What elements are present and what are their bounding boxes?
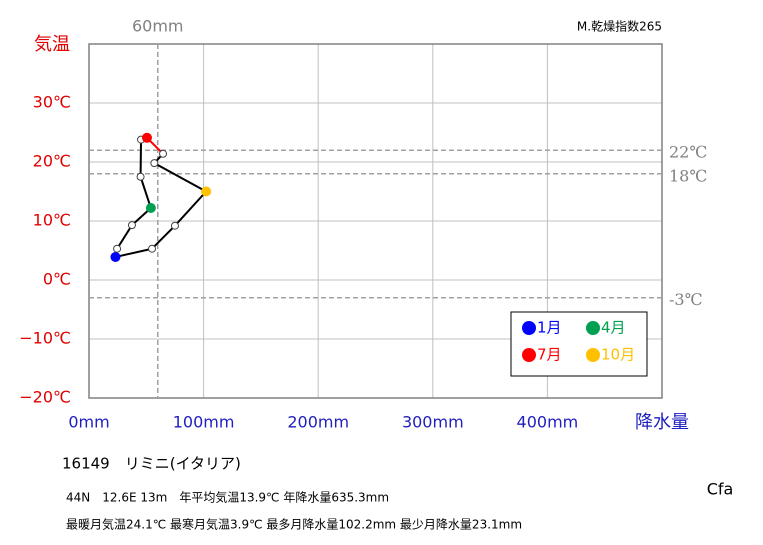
y-tick-label: −20℃ bbox=[19, 388, 71, 407]
month-point bbox=[113, 244, 122, 253]
climate-segment bbox=[139, 176, 152, 209]
month-point bbox=[110, 251, 121, 262]
legend-label: 1月 bbox=[537, 319, 562, 337]
x-tick-label: 400mm bbox=[517, 413, 579, 432]
legend-marker bbox=[586, 348, 600, 362]
month-point bbox=[201, 186, 212, 197]
reference-label: 22℃ bbox=[669, 143, 707, 162]
y-axis-label: 気温 bbox=[34, 34, 70, 55]
month-point bbox=[141, 132, 152, 143]
y-tick-label: 20℃ bbox=[33, 152, 71, 171]
month-point bbox=[145, 203, 156, 214]
x-tick-label: 0mm bbox=[68, 413, 109, 432]
y-tick-label: 0℃ bbox=[43, 270, 71, 289]
legend-marker bbox=[522, 321, 536, 335]
climate-class: Cfa bbox=[707, 480, 734, 499]
legend-label: 10月 bbox=[601, 346, 635, 364]
month-point bbox=[127, 221, 136, 230]
dryness-index: M.乾燥指数265 bbox=[577, 19, 662, 34]
climate-segment bbox=[115, 247, 153, 258]
climate-segment bbox=[153, 162, 207, 193]
reference-label: 60mm bbox=[132, 17, 184, 36]
plot-frame bbox=[88, 43, 663, 399]
legend-marker bbox=[586, 321, 600, 335]
x-tick-label: 100mm bbox=[173, 413, 235, 432]
legend-label: 7月 bbox=[537, 346, 562, 364]
climate-segment bbox=[151, 225, 176, 250]
y-tick-label: 10℃ bbox=[33, 211, 71, 230]
info-line: 44N 12.6E 13m 年平均気温13.9℃ 年降水量635.3mm bbox=[66, 490, 389, 505]
info-line: 最暖月気温24.1℃ 最寒月気温3.9℃ 最多月降水量102.2mm 最少月降水… bbox=[66, 517, 522, 532]
station: 16149 リミニ(イタリア) bbox=[62, 455, 241, 473]
month-point bbox=[159, 149, 168, 158]
x-axis-label: 降水量 bbox=[635, 412, 689, 433]
reference-label: 18℃ bbox=[669, 166, 707, 185]
y-tick-label: −10℃ bbox=[19, 329, 71, 348]
y-tick-label: 30℃ bbox=[33, 93, 71, 112]
month-point bbox=[136, 172, 145, 181]
legend-marker bbox=[522, 348, 536, 362]
month-point bbox=[148, 244, 157, 253]
legend-box bbox=[510, 311, 648, 377]
climate-segment bbox=[174, 190, 207, 227]
reference-label: -3℃ bbox=[669, 290, 702, 309]
climate-segment bbox=[116, 224, 133, 250]
x-tick-label: 200mm bbox=[287, 413, 349, 432]
legend-label: 4月 bbox=[601, 319, 626, 337]
month-point bbox=[170, 221, 179, 230]
month-point bbox=[150, 159, 159, 168]
x-tick-label: 300mm bbox=[402, 413, 464, 432]
